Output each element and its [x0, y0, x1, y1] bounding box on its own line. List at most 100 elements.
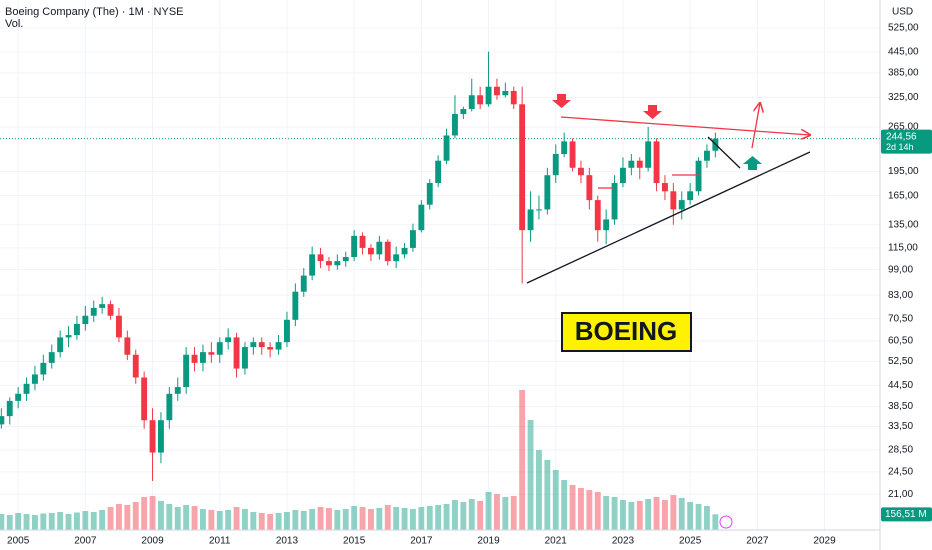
- y-tick-label: 70,50: [888, 313, 913, 324]
- candle-body: [57, 337, 64, 353]
- volume-bar: [132, 502, 139, 530]
- y-tick-label: 445,00: [888, 47, 919, 58]
- y-tick-label: 525,00: [888, 23, 919, 34]
- volume-bar: [351, 506, 358, 530]
- candle-body: [32, 374, 38, 384]
- candle-body: [300, 275, 307, 292]
- candle-body: [678, 200, 685, 210]
- volume-bar: [174, 507, 181, 530]
- volume-bar: [603, 496, 610, 530]
- y-tick-label: 24,50: [888, 467, 913, 478]
- candle-body: [519, 104, 526, 231]
- volume-bar: [107, 507, 114, 530]
- volume-bar: [208, 510, 215, 530]
- x-tick-label: 2021: [545, 536, 568, 547]
- candle-body: [662, 183, 668, 192]
- volume-bar: [687, 502, 694, 530]
- indicator[interactable]: [719, 515, 733, 529]
- currency: USD: [892, 7, 913, 18]
- x-tick-label: 2013: [276, 536, 299, 547]
- candle-body: [477, 95, 484, 105]
- volume-bar: [309, 509, 316, 530]
- volume-bar: [275, 513, 282, 530]
- candle-body: [670, 191, 677, 210]
- volume-bar: [620, 500, 626, 530]
- candle-body: [233, 337, 240, 369]
- volume-bar: [317, 507, 324, 530]
- y-tick-label: 28,50: [888, 445, 913, 456]
- chart-title: Boeing Company (The) · 1M · NYSE: [5, 6, 184, 18]
- volume-bar: [141, 497, 148, 530]
- candle-body: [351, 235, 358, 258]
- volume-bar: [242, 509, 248, 530]
- candle-body: [359, 235, 366, 248]
- x-tick-label: 2011: [209, 536, 231, 547]
- x-tick-label: 2023: [612, 536, 635, 547]
- candle-body: [275, 342, 282, 350]
- volume-bar: [519, 390, 526, 530]
- candle-body: [435, 160, 442, 184]
- axis-labels: 21,00 24,50 28,50 33,50 38,50 44,50 52,50 60,50…: [7, 23, 932, 547]
- candle-body: [326, 261, 332, 266]
- volume-bar: [704, 506, 710, 530]
- candle-body: [536, 209, 542, 211]
- y-tick-label: 265,00: [888, 122, 919, 133]
- volume-bar: [485, 492, 492, 530]
- candle-body: [527, 209, 534, 231]
- volume-bar: [636, 501, 643, 530]
- volume-bar: [418, 507, 425, 530]
- volume-bar: [527, 420, 534, 530]
- candle-body: [384, 241, 391, 262]
- volume-bar: [376, 508, 383, 530]
- label-box: [561, 312, 692, 352]
- support-line: [526, 151, 811, 284]
- volume-bar: [124, 505, 131, 530]
- volume-bar: [561, 480, 568, 530]
- volume-bar: [477, 501, 484, 530]
- resistance-line: [560, 116, 810, 135]
- candle-body: [586, 175, 593, 201]
- volume-bar: [460, 502, 467, 530]
- volume-bar: [334, 510, 341, 530]
- volume-bar: [552, 470, 559, 530]
- candle-body: [82, 315, 89, 325]
- candle-body: [704, 150, 710, 161]
- candle-body: [401, 247, 408, 255]
- x-tick-label: 2009: [141, 536, 164, 547]
- candle-body: [611, 183, 618, 220]
- volume-bar: [611, 497, 618, 530]
- down-arrow: [643, 105, 662, 119]
- countdown: 2d 14h: [886, 142, 914, 152]
- volume-bar: [15, 513, 22, 530]
- candle-body: [292, 291, 299, 320]
- candle-body: [342, 257, 349, 262]
- volume-bar: [6, 515, 13, 530]
- candle-body: [250, 342, 257, 348]
- candle-body: [99, 304, 106, 308]
- volume-bar: [32, 515, 38, 530]
- volume-bar: [216, 511, 223, 530]
- volume-bar: [695, 504, 702, 530]
- volume-bar: [569, 485, 576, 530]
- y-tick-label: 135,00: [888, 219, 919, 230]
- candle-body: [695, 160, 702, 192]
- volume-bar: [267, 514, 274, 530]
- candle-body: [368, 247, 374, 255]
- candle-body: [452, 113, 458, 136]
- volume-bar: [653, 497, 660, 530]
- volume-bar: [149, 496, 156, 530]
- candle-body: [40, 362, 47, 375]
- y-tick-label: 99,00: [888, 264, 913, 275]
- volume-bar: [578, 488, 584, 530]
- volume-bar: [284, 512, 290, 530]
- volume-bar: [359, 507, 366, 530]
- flag-line: [707, 136, 741, 169]
- candle-body: [183, 354, 190, 388]
- candle-body: [510, 90, 517, 105]
- candle-body: [578, 167, 584, 176]
- volume-bar: [494, 494, 500, 530]
- volume-bar: [0, 514, 5, 530]
- event-icon[interactable]: [719, 515, 733, 529]
- volume-bar: [40, 513, 47, 530]
- breakout-arrow: [751, 103, 760, 149]
